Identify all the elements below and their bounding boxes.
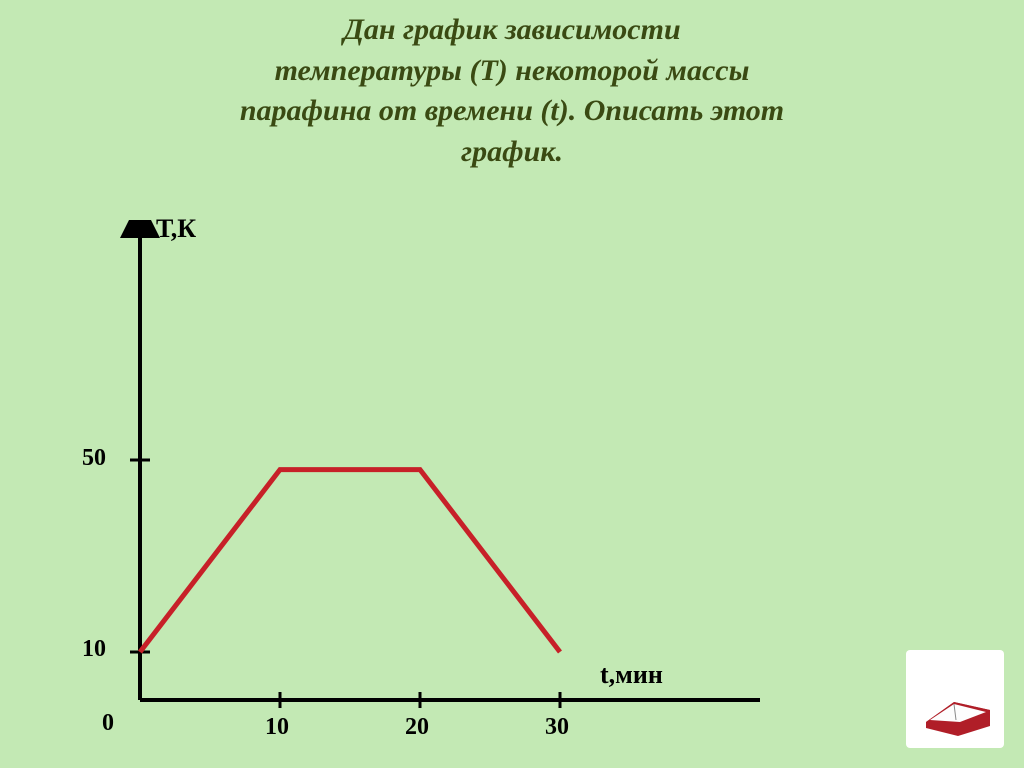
x-tick-30: 30 [545,714,569,741]
x-tick-10: 10 [265,714,289,741]
origin-label: 0 [102,710,114,737]
title-line-3: парафина от времени (t). Описать этот [240,94,784,127]
y-tick-10: 10 [82,636,106,663]
temperature-chart: Т,К t,мин 0 10 50 10 20 30 [40,220,760,760]
title-line-4: график. [461,135,563,168]
y-tick-50: 50 [82,445,106,472]
title-line-2: температуры (Т) некоторой массы [275,54,750,87]
y-axis-label: Т,К [156,214,196,244]
slide-title: Дан график зависимости температуры (Т) н… [50,10,974,172]
slide-root: Дан график зависимости температуры (Т) н… [0,0,1024,768]
title-line-1: Дан график зависимости [343,13,680,46]
book-icon [906,650,1004,748]
x-axis-label: t,мин [600,660,663,690]
x-tick-20: 20 [405,714,429,741]
